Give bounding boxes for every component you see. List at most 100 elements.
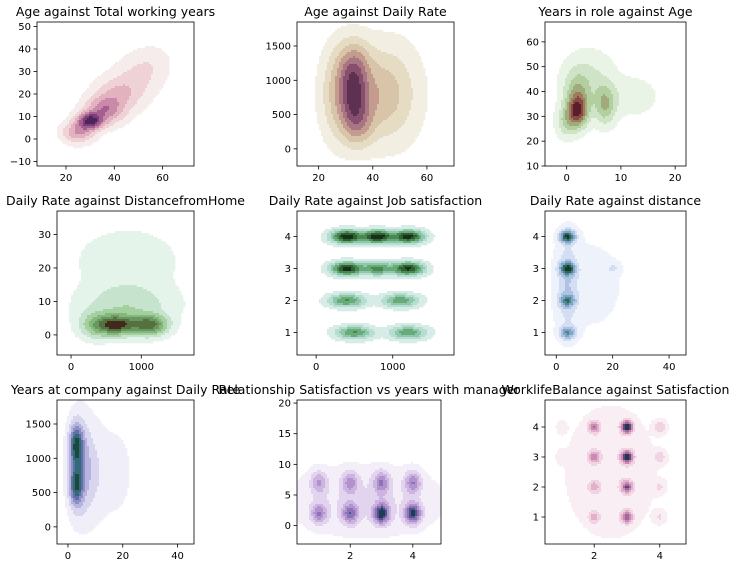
density-cell: [389, 508, 392, 511]
density-cell: [581, 106, 584, 109]
density-cell: [85, 114, 90, 117]
density-cell: [85, 120, 98, 123]
density-cell: [111, 315, 120, 318]
density-cell: [577, 299, 580, 302]
density-cell: [155, 329, 162, 332]
density-cell: [99, 102, 120, 105]
density-cell: [373, 482, 378, 485]
density-cell: [417, 512, 420, 515]
density-cell: [337, 299, 346, 302]
density-cell: [359, 267, 372, 270]
density-cell: [419, 486, 424, 489]
density-cell: [555, 269, 560, 272]
density-cell: [79, 319, 86, 322]
density-cell: [69, 438, 72, 441]
density-cell: [355, 470, 376, 473]
density-cell: [331, 337, 342, 340]
density-cell: [391, 506, 398, 509]
density-cell: [403, 229, 414, 232]
density-cell: [587, 104, 594, 107]
density-cell: [81, 454, 84, 457]
density-cell: [581, 116, 584, 119]
density-cell: [387, 480, 390, 483]
density-cell: [599, 120, 612, 123]
density-cell: [415, 231, 422, 234]
density-cell: [563, 466, 626, 469]
density-cell: [569, 233, 572, 236]
density-cell: [415, 333, 422, 336]
density-cell: [313, 486, 326, 489]
density-cell: [379, 124, 404, 127]
density-cell: [159, 325, 164, 328]
density-cell: [367, 120, 374, 123]
density-cell: [563, 92, 568, 95]
density-cell: [591, 510, 598, 513]
density-cell: [361, 301, 368, 304]
density-cell: [141, 96, 156, 99]
density-cell: [339, 88, 344, 91]
density-cell: [343, 88, 348, 91]
density-cell: [357, 335, 366, 338]
density-cell: [565, 110, 570, 113]
density-cell: [419, 520, 424, 523]
density-cell: [73, 490, 82, 493]
density-cell: [343, 536, 390, 539]
density-cell: [375, 60, 402, 63]
density-cell: [623, 452, 626, 455]
axes-frame: [544, 210, 687, 356]
density-cell: [365, 516, 368, 519]
density-cell: [339, 498, 380, 501]
density-cell: [79, 444, 82, 447]
density-cell: [339, 331, 346, 334]
y-tick-label: 10: [38, 297, 51, 308]
density-cell: [99, 476, 130, 479]
density-cell: [411, 241, 420, 244]
density-cell: [359, 516, 366, 519]
density-cell: [83, 428, 90, 431]
density-cell: [103, 319, 130, 322]
density-cell: [615, 269, 624, 272]
density-cell: [83, 470, 86, 473]
density-cell: [565, 476, 662, 479]
density-cell: [367, 50, 382, 53]
density-cell: [341, 512, 344, 515]
density-cell: [297, 480, 310, 483]
density-cell: [365, 84, 370, 87]
density-cell: [601, 428, 620, 431]
density-cell: [419, 297, 428, 300]
density-cell: [397, 82, 412, 85]
density-cell: [587, 424, 590, 427]
density-cell: [321, 267, 328, 270]
density-cell: [393, 484, 402, 487]
density-cell: [559, 277, 564, 280]
density-cell: [591, 492, 600, 495]
density-cell: [339, 295, 356, 298]
density-cell: [575, 331, 578, 334]
density-cell: [389, 472, 406, 475]
density-cell: [581, 112, 584, 115]
density-cell: [347, 92, 362, 95]
density-cell: [417, 514, 420, 517]
density-cell: [391, 476, 404, 479]
density-cell: [585, 90, 592, 93]
density-cell: [401, 333, 416, 336]
density-cell: [565, 261, 572, 264]
density-cell: [619, 452, 622, 455]
density-cell: [157, 333, 166, 336]
density-cell: [89, 456, 98, 459]
density-cell: [383, 506, 386, 509]
density-cell: [117, 317, 154, 320]
density-cell: [83, 502, 92, 505]
subplot-title: WorklifeBalance against Satisfaction: [502, 382, 730, 397]
density-cell: [67, 492, 70, 495]
density-cell: [355, 267, 360, 270]
density-cell: [317, 506, 322, 509]
density-cell: [563, 112, 566, 115]
density-cell: [551, 307, 560, 310]
density-cell: [353, 114, 358, 117]
density-cell: [577, 333, 584, 336]
density-cell: [297, 494, 314, 497]
density-cell: [83, 514, 108, 517]
density-cell: [371, 68, 386, 71]
density-cell: [377, 62, 404, 65]
